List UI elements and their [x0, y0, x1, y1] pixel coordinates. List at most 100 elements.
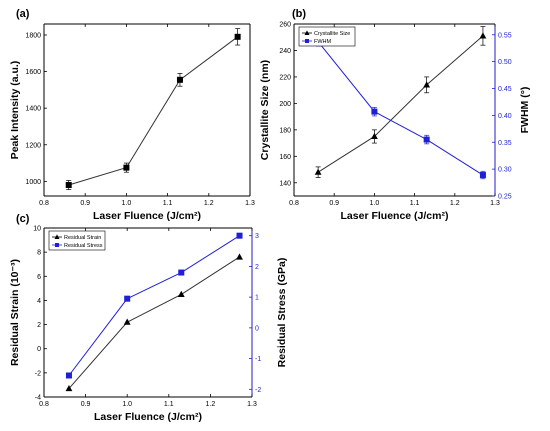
data-point-square	[371, 108, 378, 115]
legend-label: Residual Strain	[64, 235, 101, 241]
y-right-tick-label: 0.30	[498, 167, 512, 174]
y-tick-label: -2	[35, 370, 41, 377]
y-tick-label: 6	[37, 274, 41, 281]
legend-marker	[305, 39, 309, 43]
x-tick-label: 0.9	[81, 401, 91, 408]
y-tick-label: 220	[279, 74, 291, 81]
chart-panel-a: 0.8 0.9 1.0 1.1 1.2 1.3 1000 1200 1400 1600 1800 La…	[9, 8, 255, 222]
y-tick-label: 200	[279, 101, 291, 108]
x-tick-label: 1.3	[245, 200, 255, 207]
data-point-square	[236, 232, 243, 239]
data-point-square	[178, 269, 185, 276]
y-tick-label: 1200	[25, 142, 41, 149]
y-tick-label: 1000	[25, 179, 41, 186]
y-right-tick-label: 0.35	[498, 140, 512, 147]
y-tick-label: 140	[279, 180, 291, 187]
legend-marker	[54, 234, 60, 239]
y-right-tick-label: 3	[255, 233, 259, 240]
chart-panel-c: 0.8 0.9 1.0 1.1 1.2 1.3 -4 -2 0 2 4 6 8 10 -2 -1 0 1 2 3 Las…	[9, 213, 288, 423]
y-right-axis-title: Residual Stress (GPa)	[276, 258, 288, 368]
legend: Crystallite Size FWHM	[298, 26, 356, 47]
chart-panel-b: 0.8 0.9 1.0 1.1 1.2 1.3 140 160 180 200 220 240 260 0…	[259, 8, 531, 222]
data-point-square	[124, 295, 131, 302]
y-axis-title: Residual Strain (10⁻³)	[9, 259, 21, 366]
x-tick-label: 1.3	[490, 200, 500, 207]
data-point-triangle	[177, 290, 185, 297]
data-point-triangle	[65, 384, 73, 392]
series-line-0	[68, 256, 240, 389]
series-line-1	[68, 235, 240, 376]
y-tick-label: 160	[279, 154, 291, 161]
x-tick-label: 1.2	[204, 200, 214, 207]
y-right-tick-label: 0.50	[498, 59, 512, 66]
data-point-square	[176, 76, 183, 83]
x-tick-label: 0.8	[39, 200, 49, 207]
y-right-tick-label: -2	[255, 387, 261, 394]
y-axis-title: Crystallite Size (nm)	[259, 60, 271, 160]
data-point-square	[423, 136, 430, 143]
legend: Residual Strain Residual Stress	[48, 230, 106, 251]
y-right-tick-label: 0	[255, 325, 259, 332]
x-tick-label: 0.9	[80, 200, 90, 207]
y-tick-label: 10	[33, 226, 41, 233]
y-tick-label: 2	[37, 322, 41, 329]
y-tick-label: 0	[37, 346, 41, 353]
data-point-square	[479, 172, 486, 179]
data-point-triangle	[423, 81, 431, 88]
x-tick-label: 1.0	[122, 200, 132, 207]
data-point-triangle	[236, 253, 243, 260]
data-point-square	[234, 33, 241, 40]
y-tick-label: 8	[37, 250, 41, 257]
y-axis-title: Peak Intensity (a.u.)	[9, 61, 21, 160]
y-tick-label: 1400	[25, 106, 41, 113]
series-line-0	[317, 35, 484, 173]
x-tick-label: 1.3	[247, 401, 257, 408]
legend-label: Crystallite Size	[314, 31, 350, 37]
y-right-tick-label: -1	[255, 356, 261, 363]
y-right-tick-label: 0.40	[498, 113, 512, 120]
data-point-square	[65, 182, 72, 189]
series-line-0	[68, 36, 238, 186]
data-point-triangle	[314, 168, 322, 175]
y-tick-label: 4	[37, 298, 41, 305]
y-tick-label: 180	[279, 127, 291, 134]
panel-label: (c)	[16, 213, 30, 225]
panel-label: (b)	[292, 8, 306, 20]
x-tick-label: 1.1	[410, 200, 420, 207]
y-tick-label: 240	[279, 48, 291, 55]
x-axis-title: Laser Fluence (J/cm²)	[341, 210, 449, 222]
legend-box	[48, 230, 106, 251]
data-point-square	[65, 372, 72, 379]
y-right-axis-title: FWHM (°)	[519, 87, 531, 134]
y-right-tick-label: 0.45	[498, 86, 512, 93]
y-right-tick-label: 0.55	[498, 32, 512, 39]
panel-label: (a)	[16, 8, 30, 20]
data-point-triangle	[371, 132, 378, 140]
x-tick-label: 0.8	[39, 401, 49, 408]
data-point-triangle	[123, 318, 131, 325]
legend-label: FWHM	[314, 39, 332, 45]
legend-box	[298, 26, 356, 47]
series-line-1	[317, 41, 484, 176]
x-tick-label: 1.2	[206, 401, 216, 408]
y-right-tick-label: 1	[255, 295, 259, 302]
x-tick-label: 1.0	[370, 200, 380, 207]
x-tick-label: 0.9	[329, 200, 339, 207]
x-tick-label: 0.8	[289, 200, 299, 207]
x-tick-label: 1.1	[164, 401, 174, 408]
y-right-tick-label: 2	[255, 264, 259, 271]
y-tick-label: 260	[279, 22, 291, 29]
y-tick-label: 1600	[25, 69, 41, 76]
data-point-triangle	[479, 32, 487, 39]
legend-label: Residual Stress	[64, 243, 103, 249]
x-tick-label: 1.1	[163, 200, 173, 207]
x-tick-label: 1.2	[450, 200, 460, 207]
y-right-tick-label: 0.25	[498, 194, 512, 201]
legend-marker	[55, 243, 59, 247]
x-axis-title: Laser Fluence (J/cm²)	[94, 411, 202, 423]
x-tick-label: 1.0	[122, 401, 132, 408]
data-point-square	[123, 164, 130, 171]
legend-marker	[304, 30, 310, 35]
y-tick-label: 1800	[25, 32, 41, 39]
